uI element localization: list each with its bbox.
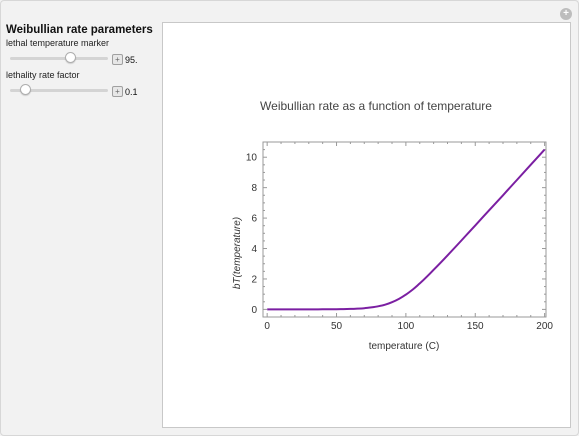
y-tick-label: 8 [251,183,257,194]
weibullian-rate-chart: Weibullian rate as a function of tempera… [232,99,553,352]
x-tick-label: 50 [331,321,343,332]
plot-frame [262,141,547,318]
plus-circle-icon[interactable]: + [560,8,572,20]
rate-curve [267,148,546,311]
chart-title: Weibullian rate as a function of tempera… [260,99,492,113]
axis-ticks: 0 50 100 150 200 0 2 4 6 8 10 [246,142,553,332]
x-tick-label: 150 [467,321,484,332]
lethality-rate-label: lethality rate factor [6,70,80,80]
lethality-rate-expand-icon[interactable]: + [112,86,123,97]
y-tick-label: 10 [246,153,258,164]
y-tick-label: 2 [251,274,257,285]
y-tick-label: 6 [251,214,257,225]
lethality-rate-slider[interactable] [10,84,108,95]
lethal-temperature-expand-icon[interactable]: + [112,54,123,65]
x-tick-label: 0 [264,321,270,332]
y-tick-label: 0 [251,305,257,316]
lethal-temperature-slider-thumb[interactable] [64,52,76,63]
x-axis-label: temperature (C) [369,341,440,352]
lethal-temperature-label: lethal temperature marker [6,38,110,48]
y-axis-label: bT(temperature) [232,217,243,289]
controls-title: Weibullian rate parameters [6,24,153,36]
lethality-rate-slider-thumb[interactable] [19,84,31,95]
lethality-rate-value: 0.1 [125,87,138,97]
plot-panel: Weibullian rate as a function of tempera… [162,22,571,428]
y-tick-label: 4 [251,244,257,255]
lethal-temperature-slider[interactable] [10,52,108,63]
x-tick-label: 100 [398,321,415,332]
lethal-temperature-value: 95. [125,55,138,65]
x-tick-label: 200 [536,321,553,332]
